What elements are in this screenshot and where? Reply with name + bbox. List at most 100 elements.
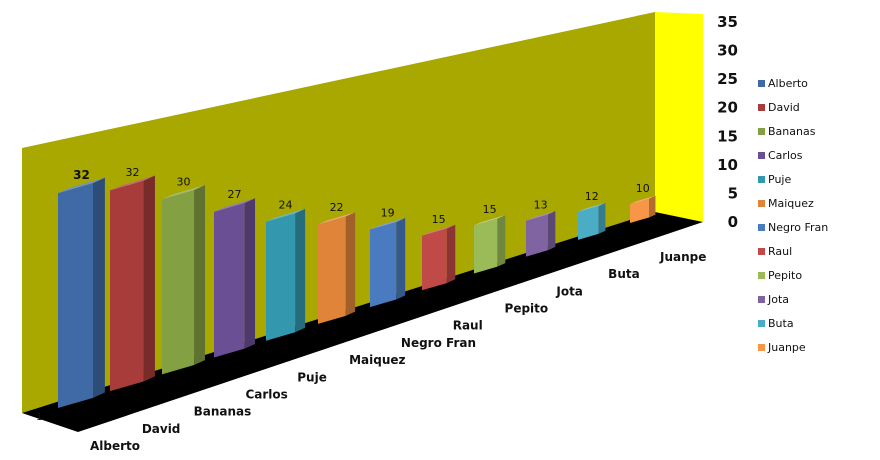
y-tick-label: 10 bbox=[717, 156, 738, 174]
bar-alberto bbox=[58, 177, 105, 408]
bar-side-face bbox=[345, 212, 356, 316]
x-tick-label-buta: Buta bbox=[608, 267, 640, 281]
bar-side-face bbox=[649, 195, 656, 218]
bar-front-face bbox=[630, 198, 649, 223]
bar-front-face bbox=[578, 205, 599, 240]
x-tick-label-negro-fran: Negro Fran bbox=[401, 336, 476, 350]
bar-side-face bbox=[194, 185, 206, 366]
legend-swatch bbox=[758, 272, 765, 279]
legend-label: Maiquez bbox=[768, 197, 814, 210]
x-tick-label-jota: Jota bbox=[555, 284, 583, 298]
legend-label: Jota bbox=[767, 293, 789, 306]
bar-front-face bbox=[162, 189, 195, 375]
legend-swatch bbox=[758, 104, 765, 111]
legend-label: Juanpe bbox=[767, 341, 806, 354]
bar-top-face bbox=[630, 195, 656, 205]
legend-item-pepito: Pepito bbox=[758, 269, 802, 282]
legend-label: David bbox=[768, 101, 800, 114]
legend-item-negro-fran: Negro Fran bbox=[758, 221, 828, 234]
data-label-david: 32 bbox=[125, 166, 139, 179]
legend-item-carlos: Carlos bbox=[758, 149, 803, 162]
legend-label: Negro Fran bbox=[768, 221, 828, 234]
data-label-pepito: 15 bbox=[483, 203, 497, 216]
legend-label: Alberto bbox=[768, 77, 808, 90]
y-tick-label: 5 bbox=[728, 184, 738, 202]
y-axis: 0 5 10 15 20 25 30 35 bbox=[717, 13, 738, 231]
bar-puje bbox=[266, 208, 306, 341]
bar-maiquez bbox=[318, 212, 356, 324]
legend-swatch bbox=[758, 176, 765, 183]
bar-pepito bbox=[474, 215, 506, 274]
bar-top-face bbox=[474, 215, 506, 226]
data-label-raul: 15 bbox=[432, 213, 446, 226]
bar-front-face bbox=[526, 214, 548, 257]
data-label-buta: 12 bbox=[585, 190, 599, 203]
bar-carlos bbox=[214, 198, 256, 358]
bar-front-face bbox=[422, 228, 447, 291]
legend-item-alberto: Alberto bbox=[758, 77, 808, 90]
bar-raul bbox=[422, 224, 456, 291]
bar-side-face bbox=[598, 202, 606, 234]
legend: Alberto David Bananas Carlos Puje Maiquez Negr… bbox=[758, 77, 828, 354]
bar-side-face bbox=[143, 175, 155, 382]
legend-item-raul: Raul bbox=[758, 245, 792, 258]
bar-front-face bbox=[266, 213, 296, 341]
bar-side-face bbox=[446, 224, 456, 284]
data-label-puje: 24 bbox=[279, 198, 293, 211]
bar-top-face bbox=[318, 212, 356, 225]
legend-swatch bbox=[758, 296, 765, 303]
bar-top-face bbox=[370, 217, 406, 230]
legend-swatch bbox=[758, 248, 765, 255]
data-label-juanpe: 10 bbox=[636, 182, 650, 195]
legend-swatch bbox=[758, 320, 765, 327]
data-label-jota: 13 bbox=[534, 198, 548, 211]
x-tick-label-juanpe: Juanpe bbox=[659, 250, 706, 264]
data-label-carlos: 27 bbox=[228, 188, 242, 201]
bar-front-face bbox=[318, 216, 346, 324]
legend-label: Buta bbox=[768, 317, 794, 330]
legend-label: Bananas bbox=[768, 125, 816, 138]
bar-buta bbox=[578, 202, 606, 240]
bar-top-face bbox=[266, 208, 306, 222]
bar-top-face bbox=[578, 202, 606, 212]
x-tick-label-pepito: Pepito bbox=[505, 302, 549, 316]
data-label-maiquez: 22 bbox=[330, 201, 344, 214]
x-tick-label-maiquez: Maiquez bbox=[349, 353, 405, 367]
x-tick-label-bananas: Bananas bbox=[194, 405, 252, 419]
bar-side-face bbox=[93, 177, 105, 398]
bar-top-face bbox=[526, 211, 556, 221]
y-tick-label: 30 bbox=[717, 42, 738, 60]
x-tick-label-david: David bbox=[142, 422, 181, 436]
legend-label: Puje bbox=[768, 173, 791, 186]
bar-top-face bbox=[58, 177, 105, 194]
legend-item-puje: Puje bbox=[758, 173, 791, 186]
bar-juanpe bbox=[630, 195, 656, 223]
legend-swatch bbox=[758, 200, 765, 207]
y-tick-label: 35 bbox=[717, 13, 738, 31]
bar-side-face bbox=[547, 211, 556, 251]
bar-negro-fran bbox=[370, 217, 406, 308]
y-tick-label: 20 bbox=[717, 99, 738, 117]
bar-side-face bbox=[396, 217, 406, 300]
x-tick-label-raul: Raul bbox=[453, 319, 483, 333]
legend-swatch bbox=[758, 128, 765, 135]
chart-side-wall bbox=[655, 12, 703, 222]
legend-swatch bbox=[758, 344, 765, 351]
data-label-negro-fran: 19 bbox=[381, 207, 395, 220]
bar-front-face bbox=[214, 202, 245, 358]
bar-jota bbox=[526, 211, 556, 257]
bar-top-face bbox=[110, 175, 155, 191]
legend-swatch bbox=[758, 152, 765, 159]
legend-swatch bbox=[758, 80, 765, 87]
legend-swatch bbox=[758, 224, 765, 231]
legend-label: Carlos bbox=[768, 149, 803, 162]
bar-side-face bbox=[244, 198, 256, 349]
bar-side-face bbox=[295, 208, 306, 333]
bar-side-face bbox=[497, 215, 506, 267]
bar-front-face bbox=[474, 218, 498, 274]
legend-item-buta: Buta bbox=[758, 317, 794, 330]
x-tick-label-alberto: Alberto bbox=[90, 439, 140, 453]
bar-bananas bbox=[162, 185, 206, 375]
